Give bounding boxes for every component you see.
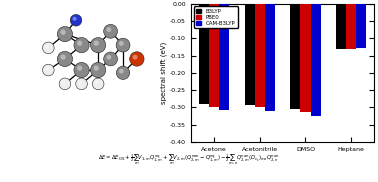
Circle shape — [91, 37, 106, 53]
Circle shape — [116, 38, 130, 52]
Circle shape — [45, 44, 49, 48]
Circle shape — [104, 24, 118, 38]
Circle shape — [91, 62, 106, 78]
Bar — [356, 4, 366, 48]
Bar — [336, 4, 346, 49]
Circle shape — [94, 41, 99, 46]
Text: $\Delta E = \Delta E_{\rm OS} + \frac{1}{2}\sum_m V_{1,m}Q^{\rm eq}_{1,m} + \sum: $\Delta E = \Delta E_{\rm OS} + \frac{1}… — [98, 153, 280, 167]
Bar — [265, 4, 275, 111]
Circle shape — [43, 64, 54, 76]
Circle shape — [78, 80, 82, 84]
Bar — [219, 4, 229, 110]
Circle shape — [107, 55, 111, 60]
Circle shape — [60, 54, 66, 60]
Circle shape — [60, 29, 66, 35]
Circle shape — [73, 17, 77, 21]
Circle shape — [77, 66, 82, 71]
Circle shape — [94, 66, 99, 71]
Circle shape — [119, 69, 124, 74]
Circle shape — [59, 78, 71, 90]
Bar — [209, 4, 219, 107]
Circle shape — [77, 41, 82, 46]
Y-axis label: spectral shift (eV): spectral shift (eV) — [161, 42, 167, 104]
Circle shape — [107, 27, 111, 32]
Bar — [301, 4, 310, 112]
Bar — [199, 4, 209, 104]
Bar — [290, 4, 301, 109]
Circle shape — [43, 42, 54, 54]
Circle shape — [76, 78, 87, 90]
Circle shape — [57, 51, 73, 67]
Circle shape — [116, 66, 130, 79]
Circle shape — [94, 80, 99, 84]
Circle shape — [133, 55, 138, 60]
Bar — [255, 4, 265, 107]
Circle shape — [57, 26, 73, 42]
Bar — [310, 4, 321, 116]
Circle shape — [130, 52, 144, 66]
Circle shape — [104, 52, 118, 66]
Circle shape — [70, 14, 82, 26]
Legend: B3LYP, PBE0, CAM-B3LYP: B3LYP, PBE0, CAM-B3LYP — [194, 6, 238, 28]
Bar — [245, 4, 255, 105]
Circle shape — [74, 62, 89, 78]
Circle shape — [74, 37, 89, 53]
Circle shape — [92, 78, 104, 90]
Circle shape — [62, 80, 65, 84]
Circle shape — [119, 41, 124, 46]
Circle shape — [45, 67, 49, 71]
Bar — [346, 4, 356, 49]
